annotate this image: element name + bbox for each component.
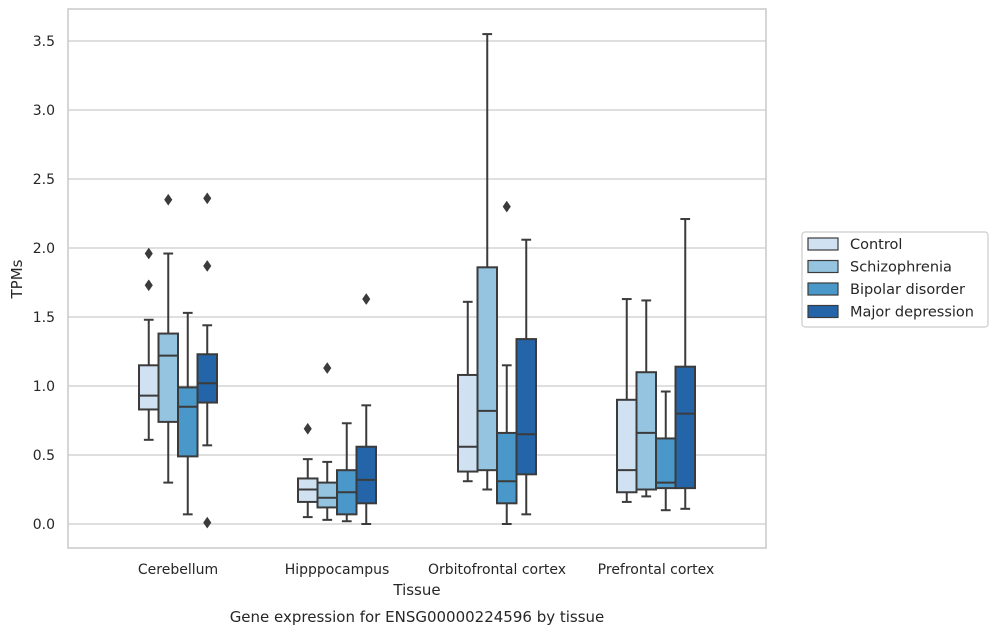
outlier-point	[323, 362, 332, 374]
outlier-point	[362, 293, 371, 305]
box-iqr	[515, 338, 537, 476]
y-tick-label: 0.5	[33, 448, 55, 464]
box-bipolar-disorder-2	[336, 422, 358, 523]
y-tick-label: 2.5	[33, 172, 55, 188]
outlier-point	[144, 279, 153, 292]
legend-swatch	[807, 304, 839, 319]
box-iqr	[157, 332, 179, 423]
box-bipolar-disorder-1	[177, 311, 199, 516]
x-tick-label: Cerebellum	[138, 562, 218, 578]
y-tick-label: 3.5	[33, 34, 55, 50]
box-iqr	[635, 371, 657, 491]
box-control-2	[297, 422, 319, 519]
legend-swatch	[807, 237, 839, 251]
y-axis-label: TPMs	[8, 259, 26, 299]
box-schizophrenia-3	[476, 33, 498, 491]
box-iqr	[674, 365, 696, 490]
x-axis-label: Tissue	[392, 581, 440, 599]
outlier-point	[203, 516, 212, 529]
box-schizophrenia-4	[635, 299, 657, 498]
box-major-depression-3	[515, 238, 537, 516]
chart-caption: Gene expression for ENSG00000224596 by t…	[230, 608, 605, 626]
y-tick-label: 0.0	[33, 517, 55, 533]
box-major-depression-1	[196, 192, 218, 529]
box-major-depression-4	[674, 218, 696, 510]
legend-label: Bipolar disorder	[850, 282, 965, 298]
box-iqr	[616, 398, 638, 494]
box-iqr	[496, 431, 518, 505]
box-iqr	[476, 266, 498, 472]
x-tick-label: Hipppocampus	[285, 562, 390, 578]
legend-label: Major depression	[850, 305, 974, 321]
box-schizophrenia-1	[157, 193, 179, 484]
legend-frame	[801, 231, 989, 328]
box-iqr	[457, 373, 479, 473]
legend: Control Schizophrenia Bipolar disorder Majo…	[801, 231, 989, 328]
box-iqr	[655, 437, 677, 490]
x-axis-ticks: Cerebellum Hipppocampus Orbitofrontal cort…	[138, 562, 714, 578]
y-axis-ticks: 0.0 0.5 1.0 1.5 2.0 2.5 3.0 3.5	[33, 34, 55, 533]
outlier-point	[144, 247, 153, 260]
y-tick-label: 1.5	[33, 310, 55, 326]
plot-frame	[67, 8, 767, 549]
y-tick-label: 1.0	[33, 379, 55, 395]
box-iqr	[316, 481, 338, 509]
legend-label: Schizophrenia	[850, 260, 952, 276]
legend-swatch	[807, 259, 839, 274]
box-iqr	[355, 445, 377, 505]
y-tick-label: 2.0	[33, 241, 55, 257]
box-major-depression-2	[355, 293, 377, 525]
box-groups	[138, 33, 696, 529]
box-bipolar-disorder-4	[655, 390, 677, 512]
outlier-point	[203, 192, 212, 205]
outlier-point	[164, 193, 173, 206]
outlier-point	[502, 200, 511, 213]
box-control-3	[457, 300, 479, 483]
x-tick-label: Orbitofrontal cortex	[428, 562, 566, 578]
y-tick-label: 3.0	[33, 103, 55, 119]
outlier-point	[203, 260, 212, 272]
legend-label: Control	[850, 237, 902, 253]
box-iqr	[138, 364, 160, 411]
box-schizophrenia-2	[316, 362, 338, 521]
box-control-4	[616, 298, 638, 503]
box-iqr	[177, 386, 199, 458]
x-tick-label: Prefrontal cortex	[598, 562, 715, 578]
box-control-1	[138, 247, 160, 441]
box-bipolar-disorder-3	[496, 200, 518, 525]
legend-swatch	[807, 282, 839, 296]
box-iqr	[196, 353, 218, 404]
outlier-point	[303, 422, 312, 435]
